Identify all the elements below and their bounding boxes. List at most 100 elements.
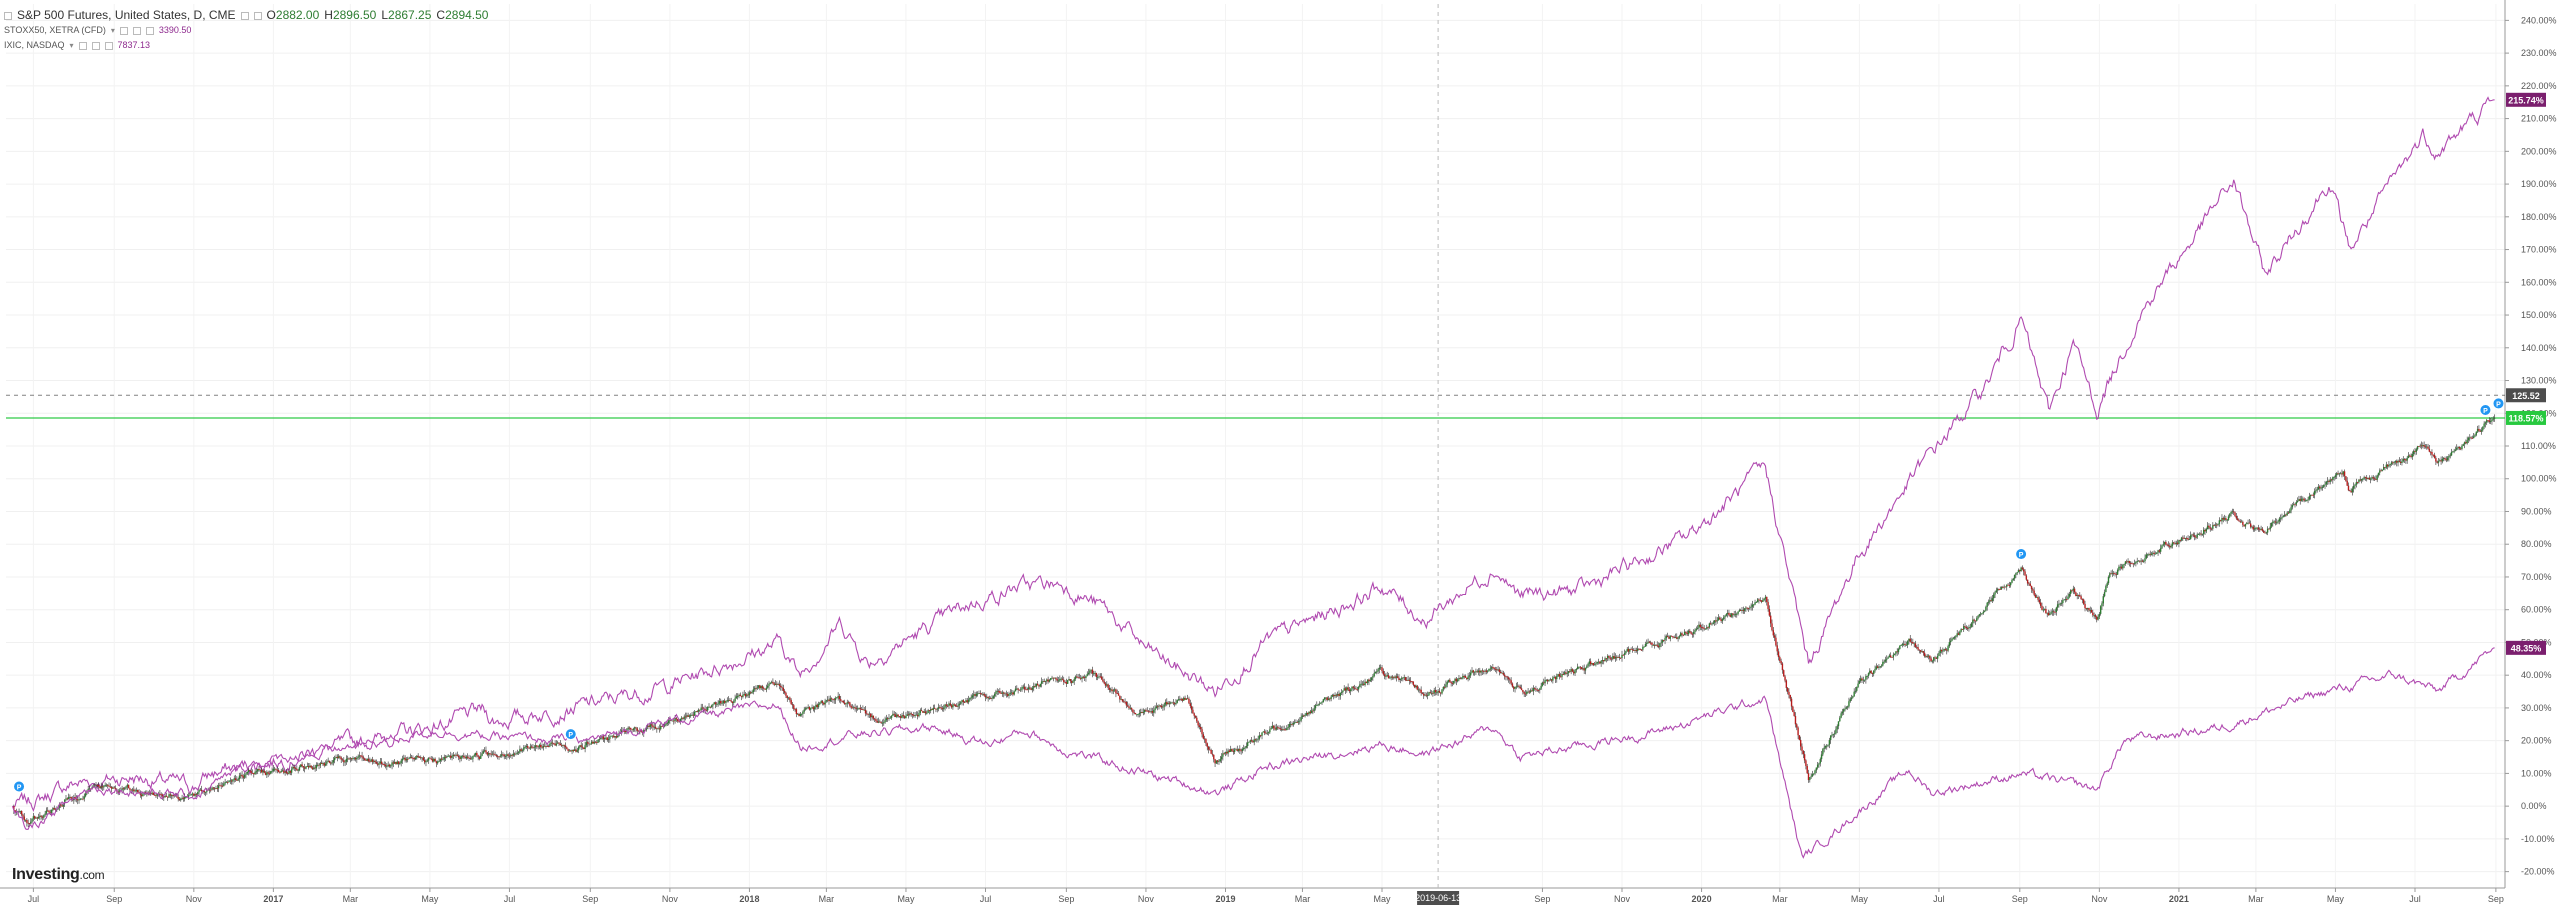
candle-body [1648,641,1651,643]
candle-body [1926,656,1928,657]
candle-body [1582,668,1584,670]
candle [1769,612,1772,628]
candle-body [2054,612,2056,613]
candle-body [2012,578,2014,580]
candle [723,698,726,704]
candle [352,756,354,761]
candle [1562,671,1565,675]
candle-body [229,780,232,782]
candle [1074,675,1077,681]
candle-body [386,766,388,767]
candle-body [1069,679,1071,682]
candle [919,708,922,716]
candle-body [1704,628,1707,630]
candle [431,756,434,763]
candle [1811,770,1814,778]
candle-body [567,749,569,751]
candle-body [241,774,243,777]
candle [1875,663,1878,671]
candle-body [742,694,744,697]
candle [770,680,773,684]
candle-body [1389,677,1391,679]
candle [710,704,713,708]
candle [482,749,485,754]
candle [1279,725,1281,731]
candle-body [485,750,487,753]
candle-body [1303,715,1305,717]
candle [1273,725,1275,731]
candle [1110,687,1112,693]
candle-body [769,682,772,684]
candle [426,758,428,763]
x-tick-label: May [1851,894,1869,904]
candle-body [1072,681,1074,683]
candle-body [253,773,255,775]
candle [1363,680,1365,686]
candle-body [1934,657,1936,659]
candle [1130,707,1133,712]
candle [997,689,1000,695]
candle-body [643,729,645,734]
candle-body [1378,667,1381,670]
candle [198,788,200,796]
candle [1681,631,1683,638]
candle-body [1202,734,1205,739]
candle [43,814,45,820]
candle-body [290,769,293,773]
candle-body [1601,660,1604,662]
candle [691,712,693,717]
candle-body [2004,586,2007,588]
candle-body [1734,614,1737,616]
candle-body [1290,724,1292,725]
candle [1556,673,1558,683]
candle-body [1296,722,1298,723]
candle [1301,713,1304,719]
candle [1394,675,1396,680]
candle-body [743,693,745,695]
candle-body [1271,725,1274,729]
candle [474,752,477,758]
candle [1175,699,1177,706]
candle-body [999,690,1001,694]
candle-body [1219,759,1221,762]
candle-body [446,756,448,758]
candle-body [860,709,863,710]
candle [1545,679,1548,682]
candle [1147,709,1150,714]
candle-body [1546,679,1549,682]
candle [973,690,975,700]
candle [1844,705,1846,712]
candle-body [789,697,791,701]
candle-body [1976,618,1978,621]
candle-body [1159,705,1161,707]
candle [1743,607,1746,614]
candle [108,782,110,788]
candle-body [1806,765,1808,774]
candle-body [103,786,105,788]
candle-body [1385,676,1387,677]
candle-body [169,794,172,796]
candle-body [1396,676,1399,678]
candle-body [1343,688,1345,691]
candle-body [729,700,731,701]
candle-body [506,754,508,757]
candle-body [824,701,826,705]
candle-body [1026,689,1028,691]
candle [540,742,542,751]
candle-body [930,709,932,711]
candle [777,682,779,686]
candle [392,760,395,768]
candle [632,727,635,732]
candle [1969,623,1971,630]
candle [1197,720,1199,729]
candle-body [1188,698,1190,704]
candle [1029,685,1031,690]
candle [957,701,959,710]
candle [1166,698,1168,707]
candle-body [764,688,766,690]
candle [896,712,898,719]
candle-body [140,794,143,797]
candle [940,704,942,711]
candle-body [1633,650,1635,651]
